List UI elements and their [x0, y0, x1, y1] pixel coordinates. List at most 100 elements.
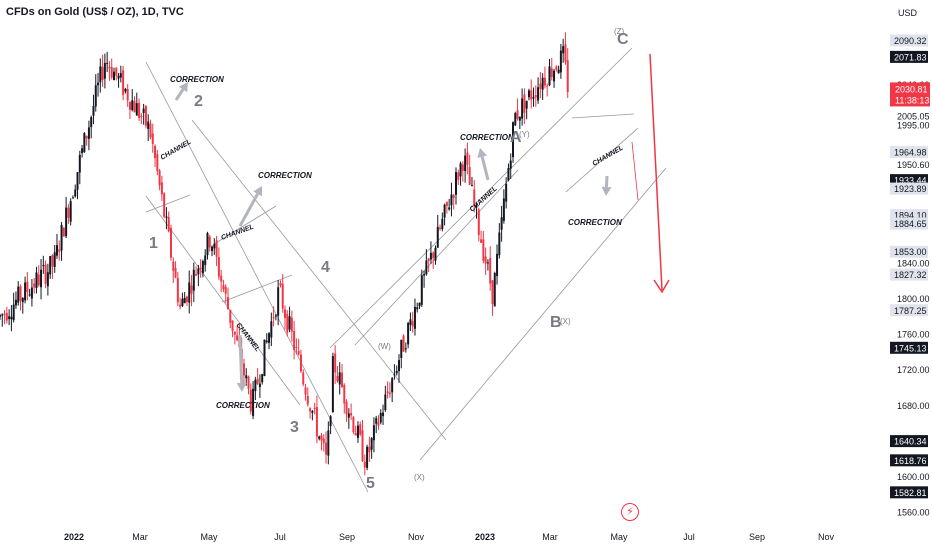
- price-label-box: [890, 146, 928, 159]
- candle: [261, 374, 264, 383]
- candle: [541, 77, 544, 90]
- candle: [530, 90, 533, 100]
- candle: [83, 133, 86, 153]
- candle: [543, 77, 546, 86]
- candle: [356, 425, 359, 438]
- candle: [395, 371, 398, 374]
- candle: [295, 347, 298, 349]
- candle: [117, 75, 120, 79]
- candle: [341, 372, 343, 387]
- candle: [28, 294, 31, 296]
- correction-label: CORRECTION: [460, 133, 514, 142]
- wave-sub-label: (Y): [519, 130, 530, 139]
- wave-label: 3: [290, 419, 299, 436]
- candle: [304, 387, 307, 395]
- price-label: 1640.34: [894, 437, 927, 447]
- price-label: 1853.00: [894, 247, 927, 257]
- candle: [19, 286, 22, 301]
- candle: [37, 274, 40, 286]
- current-price-badge: [890, 82, 930, 107]
- candle: [443, 204, 446, 218]
- candle: [334, 353, 337, 373]
- wave-sub-label: (X): [560, 317, 571, 326]
- candle: [124, 88, 127, 92]
- price-tick-label: 1950.60: [897, 160, 930, 170]
- candle: [128, 102, 131, 110]
- candle: [555, 66, 558, 70]
- candle: [382, 412, 385, 417]
- candle: [484, 256, 487, 264]
- price-label: 1884.65: [894, 219, 927, 229]
- candle: [208, 236, 211, 248]
- candle: [366, 446, 369, 468]
- candle: [400, 339, 403, 358]
- candle: [279, 283, 282, 286]
- candle: [103, 62, 106, 79]
- candle: [379, 412, 382, 423]
- candle: [126, 89, 129, 101]
- candle: [78, 154, 81, 173]
- candle: [233, 331, 236, 335]
- candle: [566, 60, 569, 93]
- time-tick-label: Sep: [339, 532, 355, 542]
- candle: [309, 408, 312, 412]
- candle: [231, 320, 234, 332]
- candle: [176, 277, 179, 303]
- channel-line: [191, 119, 447, 441]
- channel-line: [145, 61, 369, 493]
- channel-line: [571, 113, 635, 119]
- candle: [247, 376, 250, 389]
- candle: [242, 363, 245, 376]
- candle: [40, 269, 43, 288]
- candle: [154, 145, 157, 159]
- candle: [550, 68, 553, 78]
- candle: [448, 207, 451, 210]
- candle: [110, 66, 113, 78]
- correction-label: CORRECTION: [568, 218, 622, 227]
- candle: [432, 252, 435, 259]
- price-label-box: [890, 217, 928, 230]
- candle: [327, 430, 330, 456]
- candle: [201, 261, 204, 274]
- time-tick-label: 2023: [475, 532, 495, 542]
- candle: [336, 376, 339, 382]
- candle: [470, 185, 473, 187]
- price-label-box: [890, 268, 928, 281]
- price-label: 2071.83: [894, 52, 927, 62]
- candle: [507, 168, 510, 181]
- candle: [12, 304, 15, 321]
- candle: [99, 66, 102, 83]
- price-tick-label: 2005.05: [897, 111, 930, 121]
- correction-arrow-shaft: [480, 156, 490, 181]
- candle: [464, 155, 467, 172]
- candle: [322, 438, 325, 444]
- candle: [548, 66, 551, 86]
- candle: [514, 113, 517, 126]
- candle: [505, 183, 508, 202]
- candle: [306, 396, 309, 405]
- correction-arrow-shaft: [238, 193, 259, 227]
- wave-sub-label: (Z): [614, 27, 625, 36]
- candle: [44, 264, 47, 284]
- candle: [206, 232, 209, 256]
- candle: [192, 269, 195, 291]
- candle: [496, 253, 499, 276]
- lightning-alert-icon[interactable]: ⚡: [621, 503, 639, 521]
- candle: [195, 274, 198, 276]
- candle: [258, 383, 261, 388]
- candle: [0, 315, 1, 317]
- candle: [172, 261, 175, 271]
- candle: [553, 70, 556, 82]
- channel-label: CHANNEL: [592, 145, 625, 168]
- wave-label: 2: [194, 93, 203, 110]
- price-label: 2090.32: [894, 36, 927, 46]
- wave-label: 1: [149, 235, 158, 252]
- time-tick-label: Nov: [408, 532, 425, 542]
- candle: [227, 297, 229, 310]
- candle: [14, 299, 17, 306]
- candle: [354, 433, 357, 436]
- candle: [420, 275, 423, 305]
- correction-arrow: [236, 334, 247, 392]
- chart-title: CFDs on Gold (US$ / OZ), 1D, TVC: [6, 6, 184, 18]
